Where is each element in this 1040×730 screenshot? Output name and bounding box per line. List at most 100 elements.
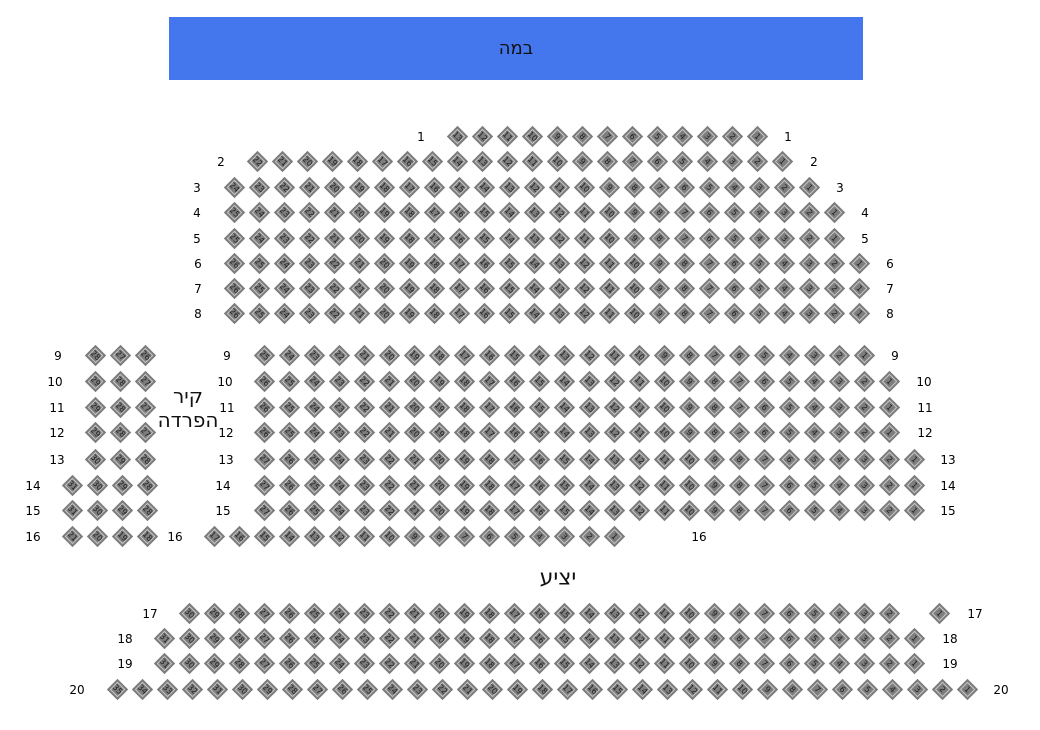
seat[interactable]: 12	[471, 125, 494, 148]
seat[interactable]: 7	[753, 602, 776, 625]
seat[interactable]: 13	[548, 252, 571, 275]
seat[interactable]: 21	[403, 448, 426, 471]
seat[interactable]: 23	[353, 627, 376, 650]
seat[interactable]: 4	[748, 201, 771, 224]
seat[interactable]: 10	[678, 602, 701, 625]
seat[interactable]: 10	[678, 499, 701, 522]
seat[interactable]: 1	[956, 678, 979, 701]
seat[interactable]: 28	[109, 421, 132, 444]
seat[interactable]: 1	[878, 370, 901, 393]
seat[interactable]: 8	[648, 227, 671, 250]
seat[interactable]: 6	[621, 125, 644, 148]
seat[interactable]: 19	[321, 150, 344, 173]
seat[interactable]: 24	[273, 277, 296, 300]
seat[interactable]: 29	[203, 602, 226, 625]
seat[interactable]: 12	[496, 150, 519, 173]
seat[interactable]: 19	[373, 201, 396, 224]
seat[interactable]: 28	[136, 499, 159, 522]
seat[interactable]: 5	[778, 396, 801, 419]
seat[interactable]: 15	[473, 201, 496, 224]
seat[interactable]: 14	[578, 448, 601, 471]
seat[interactable]: 2	[773, 176, 796, 199]
seat[interactable]: 23	[353, 448, 376, 471]
seat[interactable]: 27	[253, 602, 276, 625]
seat[interactable]: 25	[356, 678, 379, 701]
seat[interactable]: 2	[578, 525, 601, 548]
seat[interactable]: 8	[728, 448, 751, 471]
seat[interactable]: 7	[753, 627, 776, 650]
seat[interactable]: 11	[628, 421, 651, 444]
seat[interactable]: 19	[348, 176, 371, 199]
seat[interactable]: 11	[548, 176, 571, 199]
seat[interactable]: 6	[723, 252, 746, 275]
seat[interactable]: 15	[448, 176, 471, 199]
seat[interactable]: 20	[296, 150, 319, 173]
seat[interactable]: 18	[453, 421, 476, 444]
seat[interactable]: 9	[756, 678, 779, 701]
seat[interactable]: 3	[798, 277, 821, 300]
seat[interactable]: 7	[453, 525, 476, 548]
seat[interactable]: 24	[381, 678, 404, 701]
seat[interactable]: 22	[378, 602, 401, 625]
seat[interactable]: 5	[698, 176, 721, 199]
seat[interactable]: 24	[328, 627, 351, 650]
seat[interactable]: 11	[706, 678, 729, 701]
seat[interactable]: 1	[823, 201, 846, 224]
seat[interactable]: 13	[603, 627, 626, 650]
seat[interactable]: 13	[578, 396, 601, 419]
seat[interactable]: 4	[828, 627, 851, 650]
seat[interactable]: 15	[498, 252, 521, 275]
seat[interactable]: 5	[803, 652, 826, 675]
seat[interactable]: 8	[596, 150, 619, 173]
seat[interactable]: 31	[153, 652, 176, 675]
seat[interactable]: 10	[623, 252, 646, 275]
seat[interactable]: 7	[621, 150, 644, 173]
seat[interactable]: 10	[653, 370, 676, 393]
seat[interactable]: 5	[803, 448, 826, 471]
seat[interactable]: 4	[881, 678, 904, 701]
seat[interactable]: 23	[298, 277, 321, 300]
seat[interactable]: 13	[523, 227, 546, 250]
seat[interactable]: 3	[853, 448, 876, 471]
seat[interactable]: 2	[878, 627, 901, 650]
seat[interactable]: 5	[748, 252, 771, 275]
seat[interactable]: 10	[623, 302, 646, 325]
seat[interactable]: 18	[478, 499, 501, 522]
seat[interactable]: 24	[328, 602, 351, 625]
seat[interactable]: 6	[698, 201, 721, 224]
seat[interactable]: 7	[753, 499, 776, 522]
seat[interactable]: 20	[373, 277, 396, 300]
seat[interactable]: 8	[571, 125, 594, 148]
seat[interactable]: 8	[648, 201, 671, 224]
seat[interactable]: 16	[448, 227, 471, 250]
seat[interactable]: 8	[703, 370, 726, 393]
seat[interactable]: 14	[473, 176, 496, 199]
seat[interactable]: 22	[323, 302, 346, 325]
seat[interactable]: 19	[398, 252, 421, 275]
seat[interactable]: 14	[578, 602, 601, 625]
seat[interactable]: 7	[728, 421, 751, 444]
seat[interactable]: 5	[753, 344, 776, 367]
seat[interactable]: 14	[578, 627, 601, 650]
seat[interactable]: 25	[223, 201, 246, 224]
seat[interactable]: 1	[603, 525, 626, 548]
seat[interactable]: 16	[473, 277, 496, 300]
seat[interactable]: 1	[746, 125, 769, 148]
seat[interactable]: 15	[498, 277, 521, 300]
seat[interactable]: 21	[323, 227, 346, 250]
seat[interactable]: 12	[523, 176, 546, 199]
seat[interactable]: 10	[731, 678, 754, 701]
seat[interactable]: 15	[498, 302, 521, 325]
seat[interactable]: 7	[703, 344, 726, 367]
seat[interactable]: 16	[528, 627, 551, 650]
seat[interactable]: 5	[803, 474, 826, 497]
seat[interactable]: 15	[553, 652, 576, 675]
seat[interactable]: 30	[178, 652, 201, 675]
seat[interactable]: 21	[323, 201, 346, 224]
seat[interactable]: 15	[553, 602, 576, 625]
seat[interactable]: 28	[228, 652, 251, 675]
seat[interactable]: 12	[603, 396, 626, 419]
seat[interactable]: 20	[481, 678, 504, 701]
seat[interactable]: 7	[753, 448, 776, 471]
seat[interactable]: 20	[86, 525, 109, 548]
